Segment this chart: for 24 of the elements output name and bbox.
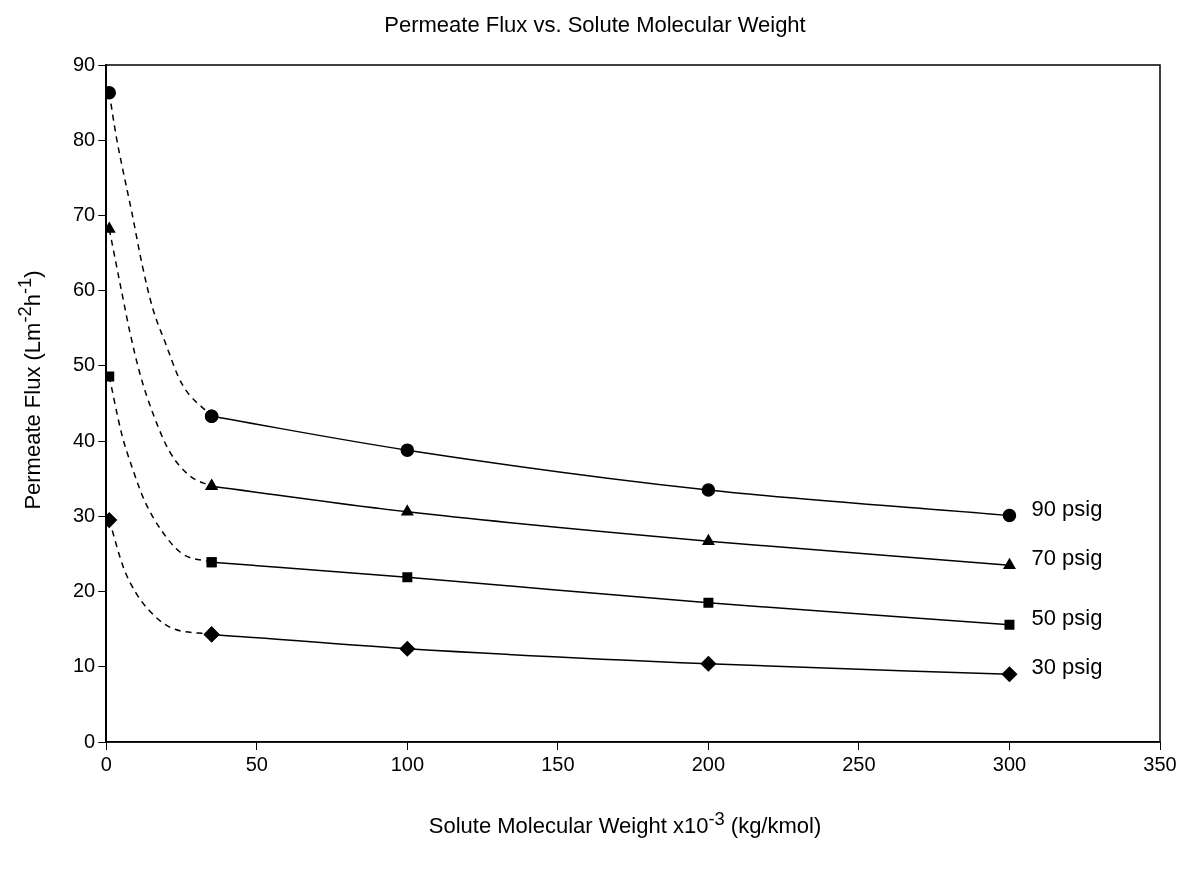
x-tick-label: 150	[541, 752, 575, 775]
y-tick-label: 40	[73, 428, 96, 451]
chart-title: Permeate Flux vs. Solute Molecular Weight	[383, 12, 807, 38]
y-tick-label: 30	[73, 503, 96, 526]
y-tick-label: 60	[73, 278, 96, 301]
x-tick-label: 50	[245, 752, 268, 775]
series-label: 30 psig	[1031, 654, 1103, 680]
x-tick-label: 100	[390, 752, 425, 775]
y-tick-label: 0	[84, 729, 96, 752]
x-tick-label: 350	[1143, 752, 1177, 775]
x-axis-title: Solute Molecular Weight x10$^{-3}$ (kg/kmol)	[427, 808, 823, 840]
y-tick-label: 90	[73, 52, 96, 75]
series-label: 90 psig	[1031, 495, 1103, 521]
y-tick-label: 80	[73, 127, 96, 150]
y-tick-label: 20	[73, 579, 96, 602]
x-tick-label: 200	[691, 752, 726, 775]
series-label: 50 psig	[1031, 604, 1103, 630]
x-tick-label: 250	[842, 752, 876, 775]
x-tick-label: 300	[992, 752, 1027, 775]
y-tick-label: 50	[73, 353, 96, 376]
series-label: 70 psig	[1031, 545, 1103, 571]
y-tick-label: 10	[73, 654, 96, 677]
y-tick-label: 70	[73, 202, 96, 225]
x-tick-label: 0	[100, 752, 112, 775]
